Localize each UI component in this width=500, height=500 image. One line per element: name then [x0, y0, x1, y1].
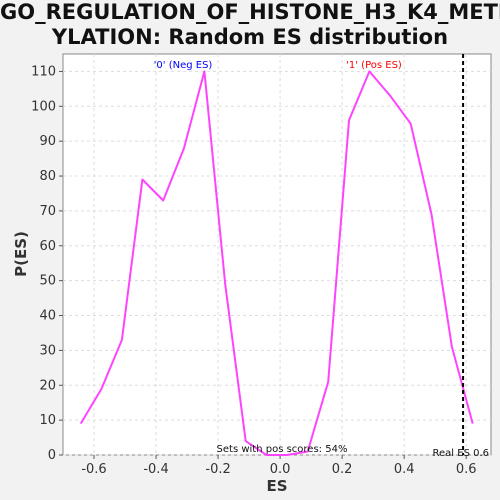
y-tick-label: 40: [39, 309, 56, 324]
neg-es-label: '0' (Neg ES): [154, 60, 213, 71]
x-tick-label: -0.6: [81, 462, 106, 477]
y-tick-label: 30: [39, 343, 56, 358]
x-axis-label: ES: [266, 477, 287, 495]
chart-title-line-2: YLATION: Random ES distribution: [51, 25, 449, 49]
y-tick-label: 50: [39, 274, 56, 289]
y-tick-label: 90: [39, 134, 56, 149]
x-tick-label: 0.2: [332, 462, 353, 477]
y-tick-label: 80: [39, 169, 56, 184]
y-tick-label: 60: [39, 239, 56, 254]
chart-title-line-1: GO_REGULATION_OF_HISTONE_H3_K4_METH: [0, 0, 500, 24]
plot-area: [62, 53, 492, 456]
x-tick-label: 0.0: [270, 462, 291, 477]
distribution-line: [79, 70, 474, 456]
x-tick-label: 0.6: [456, 462, 477, 477]
y-tick-label: 110: [31, 64, 56, 79]
y-tick-label: 20: [39, 378, 56, 393]
y-axis-label: P(ES): [12, 231, 30, 277]
x-tick-label: -0.2: [205, 462, 230, 477]
chart-title: GO_REGULATION_OF_HISTONE_H3_K4_METH YLAT…: [0, 0, 500, 50]
pos-es-label: '1' (Pos ES): [346, 60, 402, 71]
grid: [63, 54, 491, 456]
y-tick-label: 70: [39, 204, 56, 219]
real-es-label: Real ES 0.6: [433, 448, 489, 459]
series-group: [79, 54, 474, 456]
y-tick-label: 0: [48, 448, 56, 463]
sets-pos-scores-label: Sets with pos scores: 54%: [217, 444, 348, 455]
y-tick-label: 100: [31, 99, 56, 114]
x-tick-label: 0.4: [394, 462, 415, 477]
y-tick-label: 10: [39, 413, 56, 428]
x-tick-label: -0.4: [143, 462, 168, 477]
